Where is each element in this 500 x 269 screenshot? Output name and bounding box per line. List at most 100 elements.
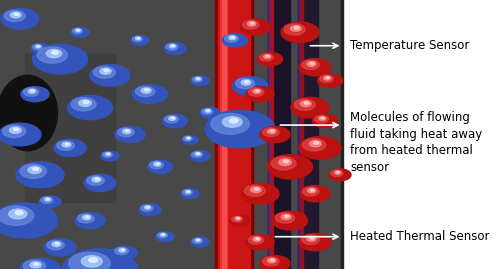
- Circle shape: [283, 160, 288, 163]
- Circle shape: [197, 153, 200, 154]
- Bar: [250, 0, 252, 269]
- Circle shape: [148, 160, 172, 174]
- Circle shape: [237, 218, 240, 219]
- Circle shape: [246, 87, 274, 102]
- Circle shape: [248, 236, 264, 244]
- Circle shape: [86, 176, 104, 185]
- Circle shape: [302, 60, 320, 70]
- Circle shape: [241, 183, 279, 204]
- Circle shape: [44, 198, 51, 201]
- Circle shape: [244, 185, 265, 196]
- Circle shape: [132, 36, 142, 42]
- Circle shape: [254, 188, 259, 190]
- Circle shape: [46, 240, 64, 250]
- Circle shape: [95, 178, 99, 180]
- Circle shape: [240, 19, 270, 35]
- Circle shape: [154, 162, 161, 166]
- Circle shape: [266, 55, 270, 57]
- Text: Molecules of flowing
fluid taking heat away
from heated thermal
sensor: Molecules of flowing fluid taking heat a…: [350, 111, 482, 174]
- Circle shape: [20, 164, 46, 178]
- Circle shape: [132, 85, 168, 104]
- Circle shape: [299, 137, 341, 159]
- Circle shape: [115, 126, 145, 143]
- Circle shape: [260, 126, 290, 143]
- Circle shape: [299, 59, 331, 76]
- Circle shape: [9, 209, 27, 219]
- Circle shape: [141, 205, 153, 211]
- Circle shape: [253, 89, 261, 93]
- Circle shape: [156, 163, 159, 165]
- Circle shape: [302, 235, 320, 245]
- Circle shape: [198, 78, 200, 79]
- Circle shape: [44, 239, 76, 256]
- Circle shape: [112, 246, 138, 260]
- Circle shape: [138, 38, 140, 39]
- Circle shape: [162, 114, 188, 128]
- Circle shape: [62, 249, 138, 269]
- Circle shape: [184, 136, 192, 141]
- Circle shape: [291, 97, 329, 118]
- Circle shape: [314, 115, 328, 123]
- Circle shape: [72, 98, 96, 111]
- Circle shape: [36, 45, 41, 48]
- Circle shape: [192, 77, 202, 82]
- Circle shape: [230, 215, 250, 226]
- Circle shape: [126, 130, 129, 132]
- Circle shape: [284, 24, 305, 35]
- Circle shape: [278, 159, 291, 165]
- Circle shape: [90, 65, 130, 86]
- Circle shape: [276, 213, 294, 223]
- Circle shape: [89, 257, 98, 262]
- Circle shape: [191, 76, 209, 86]
- Circle shape: [0, 203, 58, 238]
- Circle shape: [69, 252, 110, 269]
- Circle shape: [190, 151, 210, 161]
- Circle shape: [245, 81, 249, 83]
- Circle shape: [24, 260, 46, 269]
- Circle shape: [101, 151, 119, 161]
- Circle shape: [205, 110, 275, 148]
- Circle shape: [20, 258, 60, 269]
- Circle shape: [164, 115, 178, 123]
- Bar: [342, 0, 500, 269]
- Circle shape: [268, 155, 312, 179]
- Circle shape: [191, 237, 209, 247]
- Circle shape: [65, 143, 69, 145]
- Circle shape: [307, 62, 316, 66]
- Circle shape: [28, 166, 42, 174]
- Circle shape: [299, 233, 331, 251]
- Circle shape: [162, 234, 164, 235]
- Circle shape: [202, 108, 212, 114]
- Bar: [218, 0, 250, 269]
- Circle shape: [30, 262, 41, 268]
- Circle shape: [52, 242, 61, 247]
- Circle shape: [160, 233, 166, 236]
- Circle shape: [302, 187, 319, 196]
- Circle shape: [32, 44, 42, 50]
- Circle shape: [192, 151, 202, 157]
- Circle shape: [188, 191, 190, 192]
- Bar: [220, 0, 227, 269]
- Circle shape: [222, 34, 248, 47]
- Ellipse shape: [0, 75, 58, 151]
- Circle shape: [200, 108, 220, 118]
- Circle shape: [144, 206, 150, 209]
- Circle shape: [281, 214, 291, 220]
- Circle shape: [186, 137, 190, 139]
- Circle shape: [264, 55, 271, 59]
- Circle shape: [232, 216, 242, 222]
- Circle shape: [235, 217, 240, 220]
- Circle shape: [294, 26, 299, 29]
- Text: Temperature Sensor: Temperature Sensor: [350, 39, 470, 52]
- Circle shape: [284, 215, 289, 217]
- Circle shape: [75, 213, 105, 229]
- Circle shape: [310, 237, 314, 239]
- Circle shape: [230, 118, 238, 123]
- Circle shape: [54, 139, 86, 157]
- Circle shape: [14, 13, 19, 15]
- Bar: [298, 0, 318, 269]
- Circle shape: [281, 22, 319, 43]
- Circle shape: [81, 256, 102, 267]
- Circle shape: [142, 88, 151, 93]
- Circle shape: [331, 170, 343, 176]
